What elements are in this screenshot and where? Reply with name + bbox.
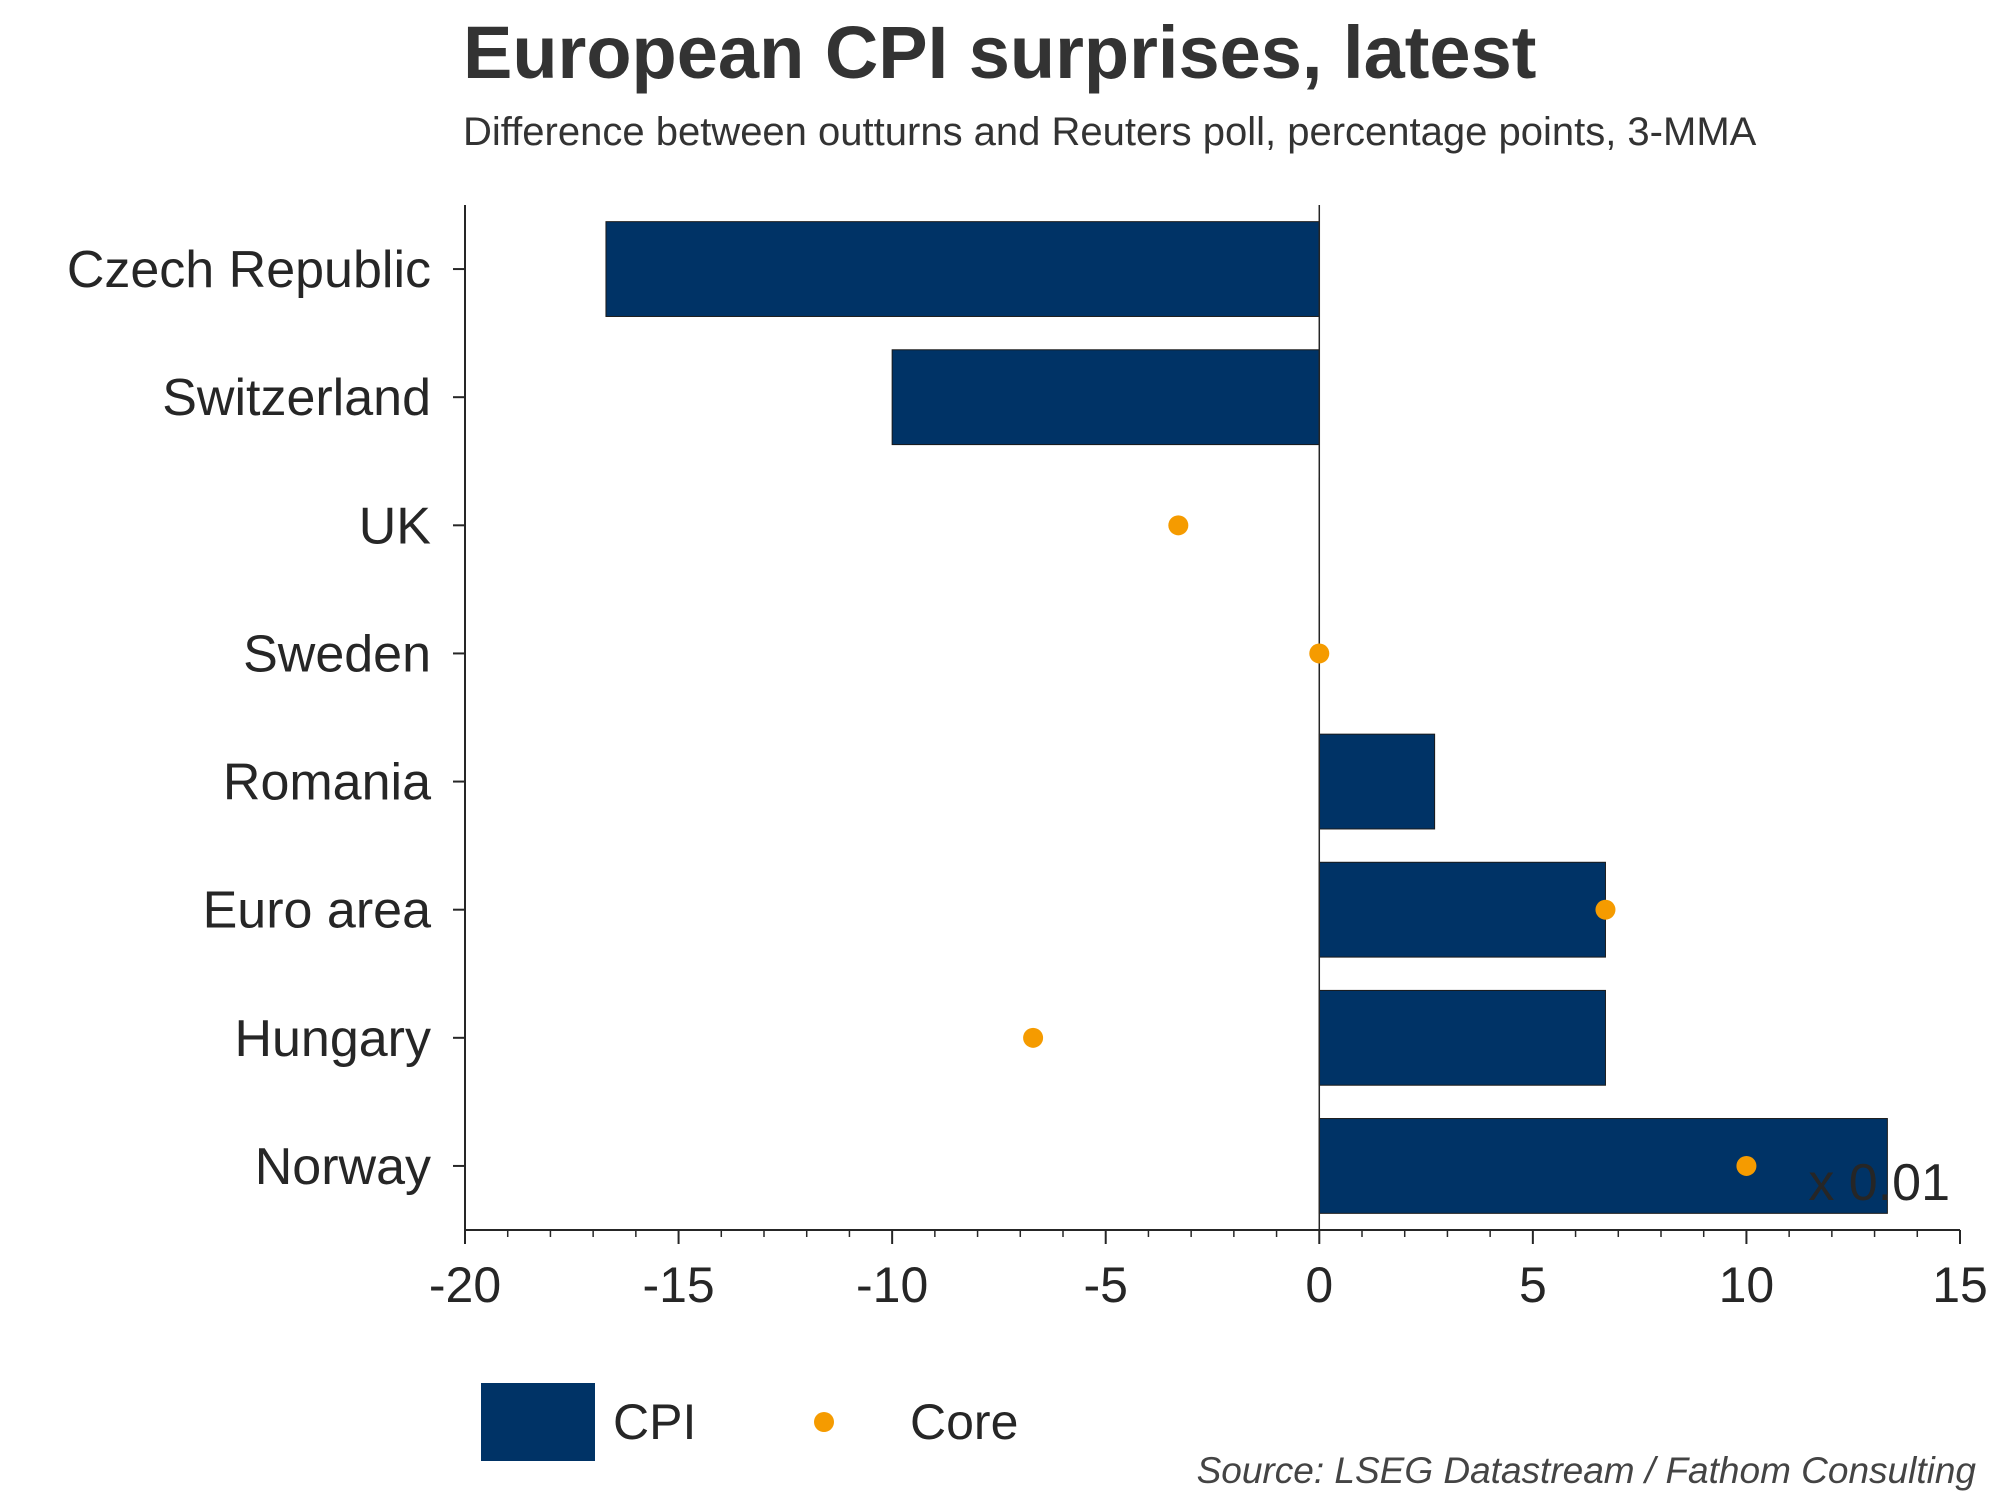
- bar-cpi-norway: [1318, 1118, 1888, 1214]
- x-tick-label: 15: [1932, 1257, 1988, 1313]
- x-tick-label: 5: [1519, 1257, 1547, 1313]
- dot-core-euro-area: [1595, 899, 1616, 920]
- dot-core-norway: [1736, 1155, 1757, 1176]
- bar-cpi-romania: [1318, 733, 1436, 830]
- legend-cpi-label: CPI: [613, 1394, 696, 1450]
- x-tick-label: -10: [856, 1257, 928, 1313]
- legend-core-label: Core: [910, 1394, 1018, 1450]
- x-tick-label: -20: [429, 1257, 501, 1313]
- bar-cpi-euro-area: [1318, 861, 1606, 958]
- bar-cpi-switzerland: [891, 349, 1320, 446]
- dot-core-hungary: [1023, 1027, 1044, 1048]
- bars-layer: [605, 221, 1888, 1214]
- category-label: UK: [359, 497, 432, 555]
- legend-core-swatch: [814, 1412, 834, 1432]
- category-label: Sweden: [243, 625, 431, 683]
- axes-layer: [453, 205, 1961, 1244]
- dot-core-sweden: [1309, 643, 1330, 664]
- chart-title: European CPI surprises, latest: [463, 11, 1537, 94]
- category-label: Norway: [255, 1138, 431, 1196]
- category-label: Romania: [223, 754, 431, 812]
- x-tick-label: 10: [1719, 1257, 1775, 1313]
- x-tick-label: 0: [1305, 1257, 1333, 1313]
- labels-layer: Czech Republic Switzerland UK Sweden Romania…: [67, 241, 1988, 1313]
- category-label: Czech Republic: [67, 241, 431, 299]
- bar-cpi-hungary: [1318, 989, 1606, 1086]
- chart-subtitle: Difference between outturns and Reuters …: [463, 110, 1757, 154]
- x-tick-label: -5: [1083, 1257, 1127, 1313]
- legend-cpi-swatch: [481, 1383, 595, 1461]
- category-label: Euro area: [203, 882, 431, 940]
- category-label: Switzerland: [162, 369, 431, 427]
- legend: CPI Core: [481, 1383, 1018, 1461]
- scale-note: x 0.01: [1808, 1154, 1950, 1212]
- source-note: Source: LSEG Datastream / Fathom Consult…: [1196, 1450, 1976, 1491]
- dot-core-uk: [1168, 515, 1189, 536]
- bar-cpi-czech-republic: [605, 221, 1320, 317]
- category-label: Hungary: [234, 1010, 431, 1068]
- dots-layer: [1023, 515, 1757, 1176]
- x-tick-label: -15: [642, 1257, 714, 1313]
